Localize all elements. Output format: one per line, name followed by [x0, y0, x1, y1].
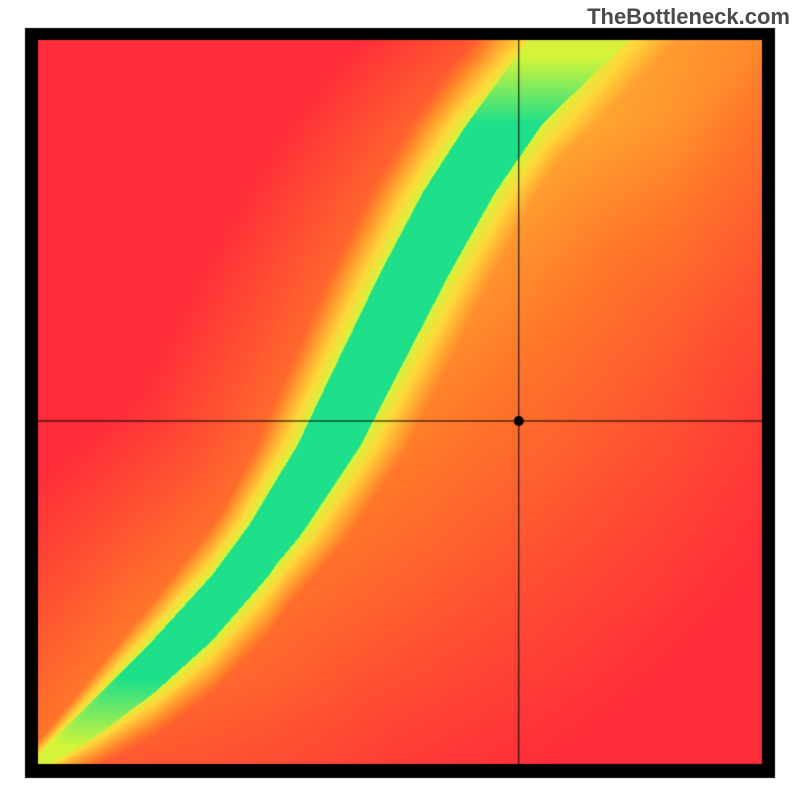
bottleneck-heatmap-canvas	[0, 0, 800, 800]
chart-wrapper: TheBottleneck.com	[0, 0, 800, 800]
attribution-text: TheBottleneck.com	[587, 4, 790, 30]
